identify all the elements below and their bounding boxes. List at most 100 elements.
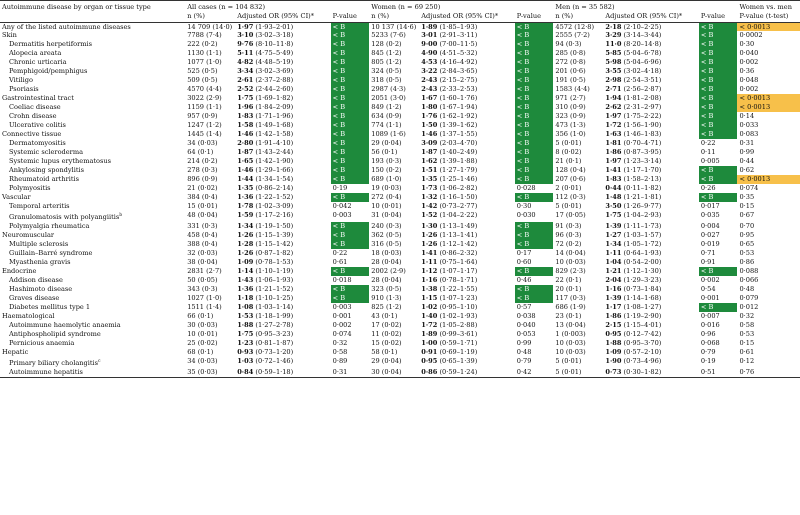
table-row: Crohn disease 957 (0·9) 1·83 (1·71–1·96) < … (0, 112, 800, 121)
odds-ratio: 1·09 (237, 258, 254, 267)
cell-or-women: 1·46 (1·37–1·55) (419, 130, 514, 139)
confidence-interval: (1·75–2·22) (623, 112, 662, 120)
cell-women-vs-men-p: 0·35 (739, 193, 755, 201)
disease-label: Hashimoto disease (9, 285, 73, 294)
cell-n-men: 96 (0·3) (555, 231, 582, 240)
cell-n-all: 957 (0·9) (187, 112, 218, 120)
table-row: Skin 7788 (7·4) 3·10 (3·02–3·18) < B 5233 (7… (0, 31, 800, 40)
cell-or-all: 1·59 (1·17–2·16) (235, 211, 330, 222)
cell-n-all: 331 (0·3) (187, 222, 218, 231)
odds-ratio: 1·34 (237, 222, 254, 231)
disease-label: Guillain–Barré syndrome (9, 249, 93, 258)
cell-n-women: 58 (0·1) (371, 348, 398, 357)
odds-ratio: 2·43 (421, 85, 438, 93)
cell-p-women: 0·038 (516, 312, 536, 321)
cell-disease: Multiple sclerosis (0, 240, 185, 249)
cell-n-men: 13 (0·04) (555, 321, 586, 330)
cell-n-men: 2 (0·01) (555, 184, 582, 192)
confidence-interval: (0·59–1·24) (439, 368, 478, 377)
cell-or-all: 9·76 (8·10–11·8) (235, 40, 330, 49)
cell-women-vs-men-p: 0·61 (739, 348, 755, 357)
table-row: Rheumatoid arthritis 896 (0·9) 1·44 (1·34–… (0, 175, 800, 184)
confidence-interval: (0·87–1·82) (255, 249, 294, 258)
odds-ratio: 1·16 (605, 285, 622, 294)
cell-n-women: 150 (0·2) (371, 166, 402, 174)
cell-or-all: 1·65 (1·42–1·90) (235, 157, 330, 166)
cell-n-men: 117 (0·3) (555, 294, 586, 303)
cell-disease: Alopecia areata (0, 49, 185, 58)
cell-or-all: 1·88 (1·27–2·78) (235, 321, 330, 330)
odds-ratio: 1·53 (237, 312, 254, 321)
table-row: Polymyalgia rheumatica 331 (0·3) 1·34 (1·1… (0, 222, 800, 232)
cell-p-women: < B (514, 49, 554, 58)
odds-ratio: 1·27 (605, 231, 622, 240)
cell-or-women: 1·40 (1·02–1·93) (419, 312, 514, 321)
header-men: Men (n = 35 582) (553, 0, 738, 12)
cell-n-all: 384 (0·4) (187, 193, 218, 201)
header-p-women: P-value (514, 11, 554, 23)
odds-ratio: 1·26 (421, 240, 438, 249)
cell-or-all: 0·84 (0·59–1·18) (235, 368, 331, 379)
cell-p-all: < B (330, 267, 370, 277)
table-row: Granulomatosis with polyangiitisb 48 (0·0… (0, 211, 800, 222)
cell-n-women: 825 (1·2) (371, 303, 402, 312)
cell-n-men: 191 (0·5) (555, 76, 586, 84)
cell-or-women: 1·00 (0·59–1·71) (419, 339, 514, 348)
odds-ratio: 1·86 (605, 312, 622, 321)
disease-label: Multiple sclerosis (9, 240, 69, 249)
cell-or-women: 1·30 (1·13–1·49) (419, 222, 514, 231)
cell-n-men: 14 (0·04) (555, 249, 586, 258)
odds-ratio: 1·67 (421, 94, 438, 102)
confidence-interval: (0·73–4·96) (623, 357, 662, 366)
odds-ratio: 5·85 (605, 49, 622, 57)
cell-disease: Haematological (0, 312, 185, 321)
cell-disease: Vascular (0, 193, 185, 202)
cell-n-men: 20 (0·1) (555, 285, 582, 294)
cell-p-men: < B (698, 40, 738, 49)
odds-ratio: 1·26 (237, 249, 254, 258)
cell-n-men: 17 (0·05) (555, 211, 586, 219)
cell-women-vs-men-p: 0·95 (739, 231, 755, 240)
odds-ratio: 5·98 (605, 58, 622, 66)
confidence-interval: (0·11–1·82) (623, 184, 662, 192)
confidence-interval: (1·93–2·01) (255, 23, 294, 31)
header-n-men: n (%) (553, 11, 604, 23)
cell-n-men: 971 (2·7) (555, 94, 586, 102)
cell-p-women: 0·030 (516, 211, 536, 219)
odds-ratio: 3·29 (605, 31, 622, 39)
confidence-interval: (4·75–5·49) (255, 49, 294, 57)
cell-or-men: 0·44 (0·11–1·82) (603, 184, 698, 193)
cell-n-women: 2987 (4·3) (371, 85, 406, 93)
confidence-interval: (1·84–2·09) (255, 103, 294, 111)
cell-p-men: < B (698, 267, 738, 277)
cell-disease: Systemic scleroderma (0, 148, 185, 157)
table-row: Pernicious anaemia 25 (0·02) 1·23 (0·81–1·… (0, 339, 800, 348)
cell-or-men: 1·81 (0·70–4·71) (603, 139, 698, 148)
cell-p-women: < B (514, 285, 554, 295)
cell-disease: Granulomatosis with polyangiitisb (0, 211, 185, 222)
confidence-interval: (1·03–1·57) (623, 231, 662, 240)
cell-n-all: 25 (0·02) (187, 339, 218, 348)
cell-n-women: 19 (0·03) (371, 184, 402, 192)
confidence-interval: (5·04–6·78) (623, 49, 662, 57)
cell-n-women: 31 (0·04) (371, 211, 402, 219)
cell-or-all: 1·09 (0·78–1·53) (235, 258, 330, 267)
cell-n-all: 64 (0·1) (187, 148, 214, 156)
confidence-interval: (1·12–1·42) (439, 240, 478, 249)
confidence-interval: (1·03–1·14) (255, 303, 294, 312)
cell-n-men: 94 (0·3) (555, 40, 582, 48)
odds-ratio: 2·15 (605, 321, 622, 330)
cell-or-women: 4·90 (4·51–5·32) (419, 49, 514, 58)
cell-or-men: 1·97 (1·75–2·22) (603, 112, 698, 121)
cell-p-men: 0·017 (700, 202, 720, 210)
cell-p-men: 0·26 (700, 184, 716, 192)
cell-or-women: 1·51 (1·27–1·79) (419, 166, 514, 175)
odds-ratio: 1·41 (421, 249, 438, 258)
cell-or-all: 1·87 (1·43–2·44) (235, 148, 330, 157)
cell-or-men: 1·16 (0·73–1·84) (603, 285, 698, 294)
table-row: Psoriasis 4570 (4·4) 2·52 (2·44–2·60) < B 29… (0, 85, 800, 94)
cell-n-women: 29 (0·04) (371, 357, 402, 366)
footnote-marker: c (97, 359, 101, 365)
cell-women-vs-men-p: < 0·0013 (737, 94, 800, 103)
cell-or-men: 3·50 (1·26–9·77) (603, 202, 698, 211)
